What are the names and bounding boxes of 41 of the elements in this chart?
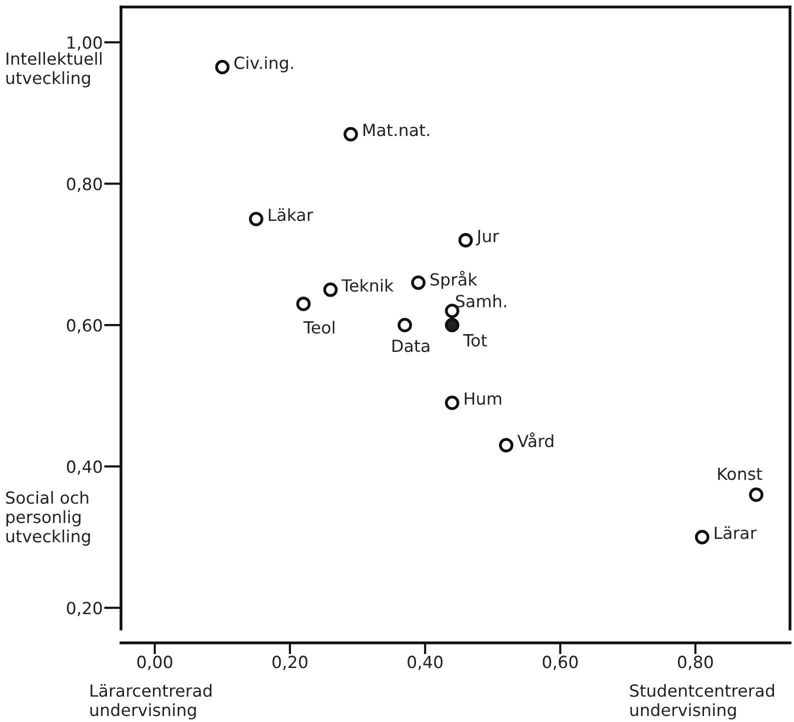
point — [498, 438, 514, 452]
point — [444, 396, 460, 410]
annotation: Teknik — [342, 278, 394, 292]
point — [248, 212, 264, 226]
annotation: Data — [392, 340, 430, 352]
y-tick-label: 0,60 — [66, 319, 102, 334]
text: Social och personlig utveckling — [6, 491, 90, 546]
point — [323, 282, 338, 297]
point — [444, 318, 460, 332]
point — [296, 296, 311, 312]
annotation: Civ.ing. — [234, 56, 293, 72]
x-tick-label: 0,20 — [272, 656, 308, 670]
y-tick-label: 0,20 — [66, 602, 102, 616]
point — [398, 318, 412, 332]
x-tick-label: 0,00 — [137, 656, 172, 670]
point — [344, 127, 358, 142]
annotation: Lärar — [714, 526, 757, 540]
point — [749, 488, 764, 502]
y-tick-label: 0,80 — [66, 178, 102, 192]
annotation: Vård — [517, 432, 554, 448]
text: Lärarcentrerad undervisning — [90, 684, 212, 720]
annotation: Tot — [463, 334, 487, 347]
x-tick-label: 0,60 — [542, 656, 578, 670]
annotation: Jur — [476, 230, 500, 246]
annotation: Hum — [464, 392, 502, 405]
x-tick-label: 0,40 — [408, 656, 443, 670]
annotation: Språk — [430, 270, 478, 289]
x-tick-label: 0,80 — [678, 656, 713, 670]
point — [694, 530, 710, 544]
annotation: Konst — [718, 468, 762, 480]
annotation: Mat.nat. — [364, 124, 430, 136]
text: Intellektuell utveckling — [6, 52, 102, 88]
point — [458, 233, 473, 248]
annotation: Läkar — [268, 208, 314, 222]
annotation: Samh. — [456, 294, 506, 308]
y-tick-label: 1,00 — [68, 36, 102, 51]
point — [215, 60, 230, 74]
text: Studentcentrerad undervisning — [630, 684, 774, 720]
annotation: Teol — [303, 320, 334, 334]
y-tick-label: 0,40 — [66, 460, 102, 475]
point — [411, 275, 426, 290]
